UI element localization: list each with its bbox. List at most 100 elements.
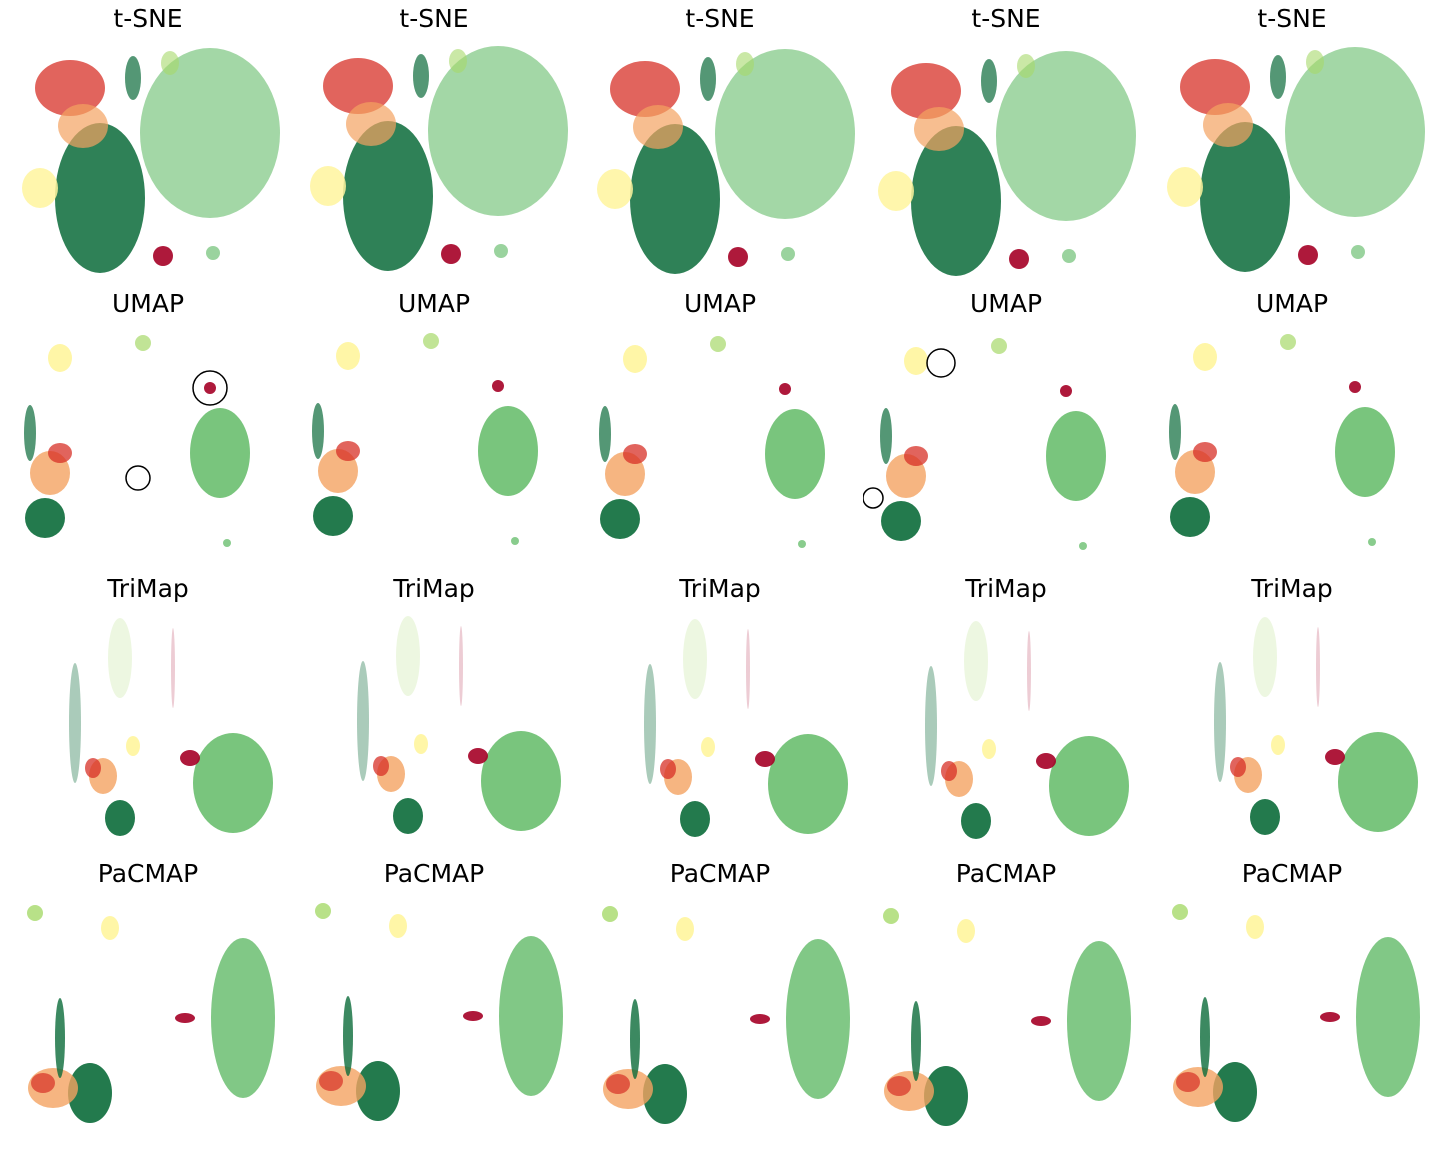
panel-title: TriMap [965,574,1047,603]
cluster-dark-green [343,121,433,271]
scatter-plot [1172,904,1420,1122]
scatter-plot [312,333,538,545]
cluster-dark-green [925,666,937,786]
cluster-red [891,63,961,119]
scatter-plot [1214,617,1418,835]
cluster-crimson [1009,249,1029,269]
cluster-dark-green [924,1066,968,1126]
cluster-dark-green [1200,122,1290,272]
cluster-mid-green [1062,249,1076,263]
cluster-orange [914,107,964,151]
panel-title: UMAP [397,289,471,318]
panel-title: t-SNE [1257,4,1327,33]
cluster-light-green [736,52,754,76]
cluster-dark-green [313,496,353,536]
embedding-panel: UMAP [863,285,1149,570]
panel-title: t-SNE [113,4,183,33]
cluster-orange [1203,103,1253,147]
cluster-red [887,1076,911,1096]
cluster-mid-green [478,406,538,496]
embedding-panel: TriMap [1149,570,1435,855]
embedding-panel: PaCMAP [291,855,577,1140]
cluster-dark-green [1170,497,1210,537]
cluster-mid-green [1368,538,1376,546]
cluster-light-green [991,338,1007,354]
cluster-crimson [779,383,791,395]
cluster-mid-green [765,409,825,499]
cluster-dark-green [343,996,353,1076]
panel-title: PaCMAP [955,859,1057,888]
cluster-yellow [22,168,58,208]
cluster-red [1193,442,1217,462]
cluster-dark-green [700,57,716,101]
cluster-light-green [449,49,467,73]
embedding-panel: TriMap [577,570,863,855]
cluster-mid-green [1335,407,1395,497]
cluster-crimson [468,748,488,764]
scatter-plot [1169,334,1395,546]
scatter-plot [22,48,280,273]
scatter-plot [644,619,848,837]
panel-title: TriMap [1251,574,1333,603]
scatter-plot [27,905,275,1123]
panel-title: PaCMAP [383,859,485,888]
scatter-plot [883,908,1131,1126]
cluster-orange [633,105,683,149]
cluster-dark-green [1213,1062,1257,1122]
cluster-red [623,444,647,464]
scatter-plot [925,621,1129,839]
embedding-panel: UMAP [5,285,291,570]
cluster-dark-green [680,801,710,837]
cluster-yellow [101,916,119,940]
cluster-dark-green [24,405,36,461]
scatter-plot [24,335,250,547]
cluster-dark-green [643,1064,687,1124]
embedding-panel: PaCMAP [1149,855,1435,1140]
cluster-yellow [1193,343,1217,371]
cluster-red [31,1073,55,1093]
cluster-red [35,60,105,116]
cluster-light-green [1306,50,1324,74]
cluster-crimson [746,629,750,709]
cluster-orange [346,102,396,146]
scatter-plot [599,336,825,548]
panel-title: UMAP [683,289,757,318]
cluster-dark-green [125,56,141,100]
cluster-crimson [1060,385,1072,397]
cluster-crimson [459,626,463,706]
cluster-mid-green [499,936,563,1096]
panel-title: UMAP [111,289,185,318]
cluster-dark-green [961,803,991,839]
cluster-yellow [48,344,72,372]
highlight-ring [926,348,956,378]
scatter-plot [602,906,850,1124]
cluster-yellow [982,739,996,759]
cluster-mid-green [1351,245,1365,259]
cluster-dark-green [630,124,720,274]
cluster-dark-green [1214,662,1226,782]
cluster-red [1176,1072,1200,1092]
scatter-plot [878,51,1136,276]
cluster-dark-green [1169,404,1181,460]
cluster-yellow [597,169,633,209]
cluster-yellow [957,919,975,943]
cluster-mid-green [206,246,220,260]
panel-title: TriMap [393,574,475,603]
panel-title: PaCMAP [97,859,199,888]
cluster-dark-green [357,661,369,781]
cluster-crimson [1325,749,1345,765]
panel-title: TriMap [679,574,761,603]
embedding-panel: PaCMAP [577,855,863,1140]
cluster-red [904,446,928,466]
cluster-dark-green [312,403,324,459]
cluster-yellow [414,734,428,754]
cluster-mid-green [140,48,280,218]
cluster-yellow [1271,735,1285,755]
cluster-dark-green [393,798,423,834]
cluster-mid-green [428,46,568,216]
cluster-dark-green [356,1061,400,1121]
cluster-light-green [396,616,420,696]
cluster-mid-green [1285,47,1425,217]
cluster-mid-green [223,539,231,547]
scatter-plot [863,338,1106,550]
